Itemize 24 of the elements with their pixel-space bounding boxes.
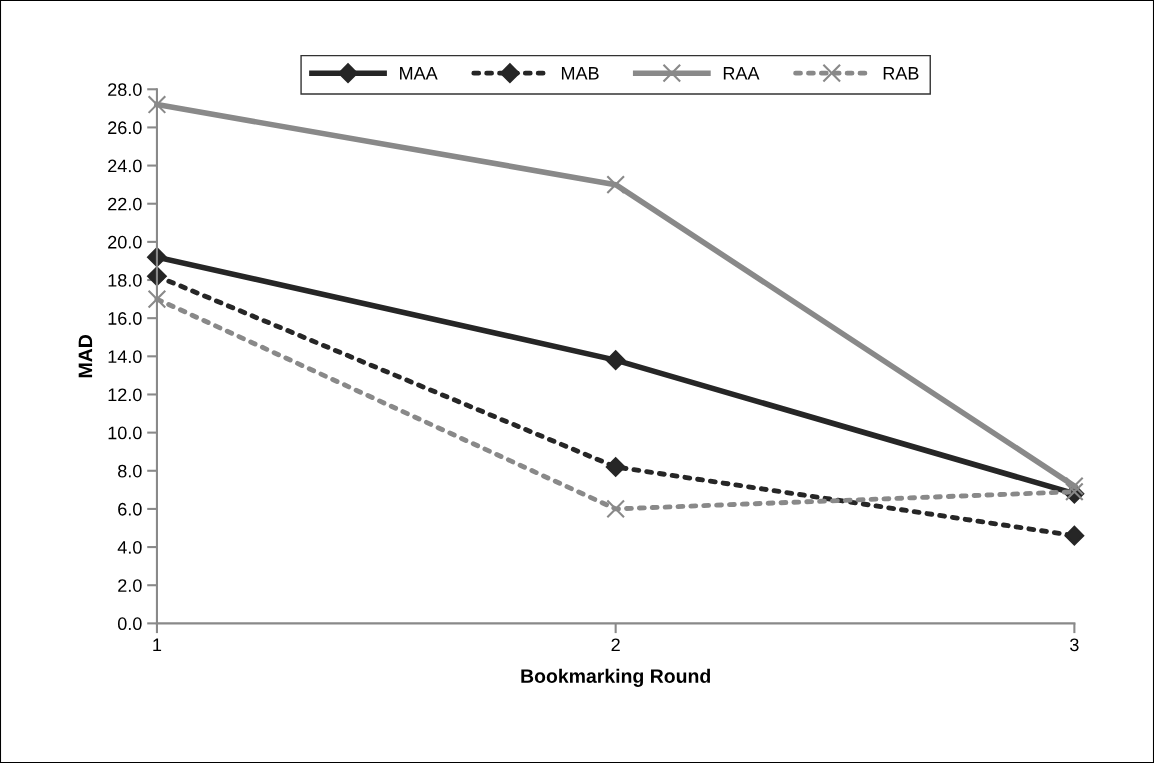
legend-label: MAA bbox=[400, 67, 438, 80]
y-tick-label: 18.0 bbox=[108, 273, 142, 287]
legend-label: MAB bbox=[561, 67, 599, 80]
y-tick-label: 12.0 bbox=[108, 388, 142, 402]
y-tick-label: 28.0 bbox=[108, 83, 142, 96]
x-axis-title: Bookmarking Round bbox=[521, 668, 710, 687]
y-tick-label: 24.0 bbox=[108, 159, 142, 173]
y-tick-label: 6.0 bbox=[118, 502, 142, 516]
y-tick-label: 26.0 bbox=[108, 121, 142, 135]
y-tick-label: 20.0 bbox=[108, 235, 142, 249]
y-tick-label: 8.0 bbox=[118, 464, 142, 478]
x-tick-label: 1 bbox=[153, 638, 162, 652]
y-tick-label: 22.0 bbox=[108, 197, 142, 211]
legend-label: RAB bbox=[883, 67, 919, 80]
y-tick-label: 10.0 bbox=[108, 426, 142, 440]
y-tick-label: 16.0 bbox=[108, 312, 142, 325]
legend-label: RAA bbox=[723, 67, 760, 80]
y-tick-label: 0.0 bbox=[117, 617, 142, 631]
y-tick-label: 14.0 bbox=[108, 350, 142, 364]
y-tick-label: 4.0 bbox=[117, 541, 142, 554]
x-tick-label: 2 bbox=[611, 638, 620, 652]
y-tick-label: 2.0 bbox=[118, 579, 142, 592]
y-axis-title: MAD bbox=[78, 335, 93, 378]
x-tick-label: 3 bbox=[1070, 638, 1079, 652]
